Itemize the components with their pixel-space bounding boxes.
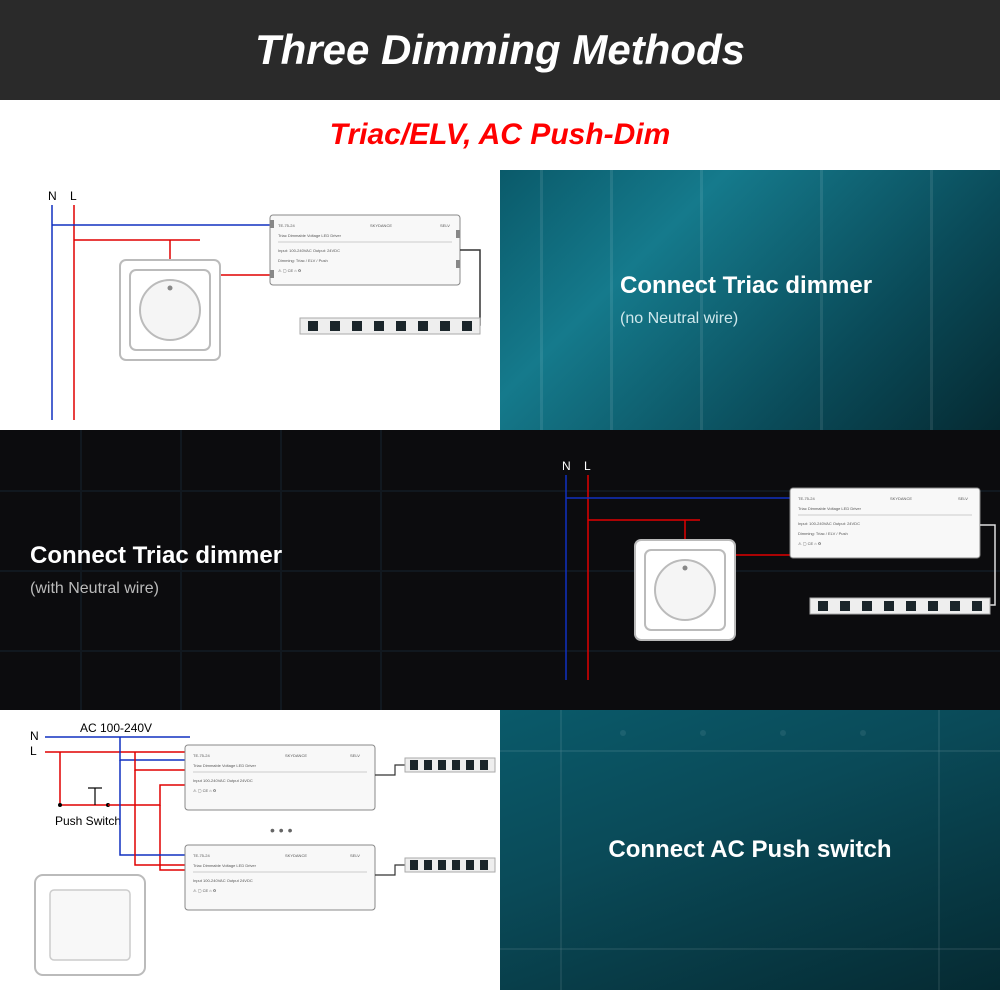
svg-text:SKYDANCE: SKYDANCE (285, 753, 307, 758)
svg-text:SKYDANCE: SKYDANCE (285, 853, 307, 858)
led-driver-2: TE-75-24 SKYDANCE SELV Triac Dimmable Vo… (790, 488, 980, 558)
svg-text:Triac Dimmable Voltage LED Dri: Triac Dimmable Voltage LED Driver (278, 233, 342, 238)
subtitle-text: Triac/ELV, AC Push-Dim (330, 118, 671, 151)
svg-text:⚠ ▢ CE ⌂ ♻: ⚠ ▢ CE ⌂ ♻ (193, 788, 217, 793)
svg-text:Dimming: Triac / ELV / Push: Dimming: Triac / ELV / Push (278, 258, 328, 263)
led-strip-2 (810, 598, 990, 614)
svg-text:N: N (30, 729, 39, 743)
diagram-triac-with-neutral: N L TE-75-24 SKYDANCE SELV (500, 430, 1000, 710)
svg-text:SELV: SELV (350, 753, 360, 758)
svg-text:L: L (584, 459, 591, 473)
svg-text:SELV: SELV (350, 853, 360, 858)
svg-text:Triac Dimmable Voltage LED Dri: Triac Dimmable Voltage LED Driver (193, 763, 257, 768)
diagram-triac-no-neutral: N L TE-75-24 SKYDANCE SELV Triac Dimmabl… (0, 170, 500, 430)
svg-text:• • •: • • • (270, 822, 293, 838)
led-strip-3b (405, 858, 495, 872)
svg-text:N: N (562, 459, 571, 473)
header-bar: Three Dimming Methods (0, 0, 1000, 100)
svg-text:Triac Dimmable Voltage LED Dri: Triac Dimmable Voltage LED Driver (193, 863, 257, 868)
led-driver-3b: TE-75-24 SKYDANCE SELV Triac Dimmable Vo… (185, 845, 375, 910)
label-L: L (70, 189, 77, 203)
svg-text:TE-75-24: TE-75-24 (193, 853, 210, 858)
svg-text:Triac Dimmable Voltage LED Dri: Triac Dimmable Voltage LED Driver (798, 506, 862, 511)
subtitle-bar: Triac/ELV, AC Push-Dim (0, 100, 1000, 170)
svg-text:Input 100-240VAC Output 24VDC: Input 100-240VAC Output 24VDC (193, 778, 253, 783)
panel-triac-no-neutral: Connect Triac dimmer (no Neutral wire) (500, 170, 1000, 430)
svg-text:Input 100-240VAC Output 24VDC: Input 100-240VAC Output 24VDC (193, 878, 253, 883)
svg-text:TE-75-24: TE-75-24 (278, 223, 295, 228)
svg-text:TE-75-24: TE-75-24 (798, 496, 815, 501)
push-switch-plate (35, 875, 145, 975)
led-strip-3a (405, 758, 495, 772)
panel-ac-push: Connect AC Push switch (500, 710, 1000, 990)
led-driver-3a: TE-75-24 SKYDANCE SELV Triac Dimmable Vo… (185, 745, 375, 810)
row-triac-no-neutral: N L TE-75-24 SKYDANCE SELV Triac Dimmabl… (0, 170, 1000, 430)
row-ac-push: N L AC 100-240V Push Switch (0, 710, 1000, 990)
label-N: N (48, 189, 57, 203)
svg-text:⚠ ▢ CE ⌂ ♻: ⚠ ▢ CE ⌂ ♻ (193, 888, 217, 893)
svg-text:⚠ ▢ CE ⌂ ♻: ⚠ ▢ CE ⌂ ♻ (278, 268, 302, 273)
led-driver: TE-75-24 SKYDANCE SELV Triac Dimmable Vo… (270, 215, 460, 285)
row-triac-with-neutral: Connect Triac dimmer (with Neutral wire)… (0, 430, 1000, 710)
svg-text:⚠ ▢ CE ⌂ ♻: ⚠ ▢ CE ⌂ ♻ (798, 541, 822, 546)
svg-text:AC 100-240V: AC 100-240V (80, 721, 152, 735)
svg-text:L: L (30, 744, 37, 758)
panel2-sub: (with Neutral wire) (30, 580, 470, 598)
svg-text:SKYDANCE: SKYDANCE (370, 223, 392, 228)
svg-text:Push Switch: Push Switch (55, 814, 121, 828)
svg-text:TE-75-24: TE-75-24 (193, 753, 210, 758)
svg-text:Input: 100-240VAC Output: 24V: Input: 100-240VAC Output: 24VDC (798, 521, 860, 526)
page-title: Three Dimming Methods (255, 26, 745, 74)
svg-text:Dimming: Triac / ELV / Push: Dimming: Triac / ELV / Push (798, 531, 848, 536)
svg-text:SELV: SELV (440, 223, 450, 228)
svg-text:SELV: SELV (958, 496, 968, 501)
svg-text:SKYDANCE: SKYDANCE (890, 496, 912, 501)
svg-text:Input: 100-240VAC Output: 24V: Input: 100-240VAC Output: 24VDC (278, 248, 340, 253)
diagram-ac-push: N L AC 100-240V Push Switch (0, 710, 500, 990)
panel2-title: Connect Triac dimmer (30, 542, 470, 570)
panel-triac-with-neutral: Connect Triac dimmer (with Neutral wire) (0, 430, 500, 710)
led-strip (300, 318, 480, 334)
